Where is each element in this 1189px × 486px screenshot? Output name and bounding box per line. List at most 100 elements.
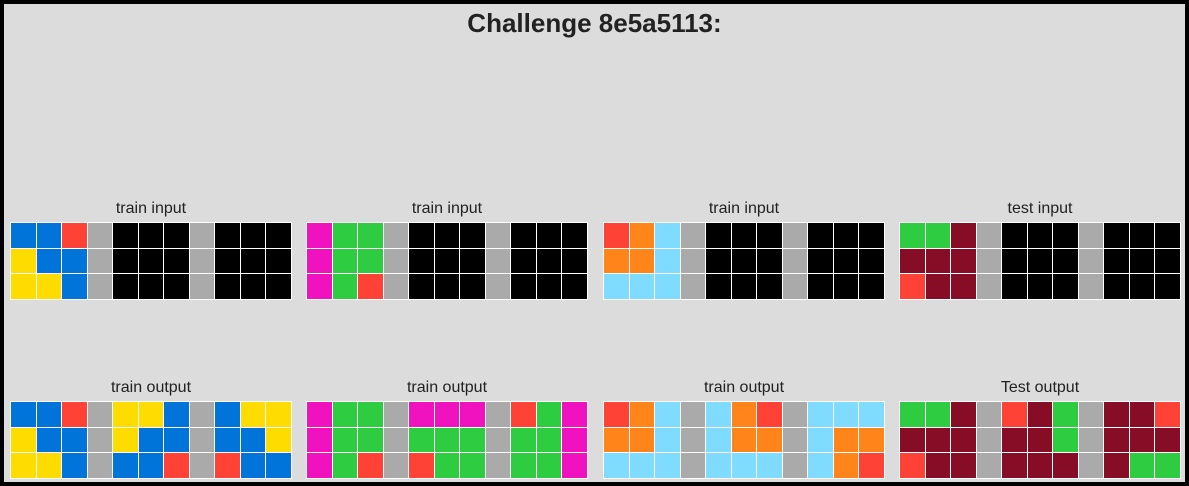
grid-cell — [332, 274, 358, 299]
grid-cell — [951, 453, 976, 478]
grid-cell — [358, 223, 383, 248]
grid-cell — [900, 274, 925, 299]
grid-cell — [266, 427, 291, 453]
input-grid — [899, 222, 1181, 300]
grid-cell — [1078, 402, 1104, 427]
grid-cell — [655, 453, 680, 478]
grid-cell — [925, 402, 951, 427]
grid-cell — [680, 427, 706, 453]
grid-cell — [604, 402, 629, 427]
grid-cell — [604, 427, 629, 453]
grid-cell — [307, 427, 332, 453]
input-grid — [10, 222, 292, 300]
grid-cell — [266, 223, 291, 248]
grid-cell — [511, 402, 536, 427]
grid-cell — [808, 248, 833, 274]
grid-cell — [358, 427, 383, 453]
test-input-panel: test input — [899, 199, 1181, 300]
grid-cell — [976, 453, 1002, 478]
input-grid — [306, 222, 588, 300]
grid-cell — [562, 248, 587, 274]
grid-cell — [562, 223, 587, 248]
grid-cell — [757, 402, 782, 427]
input-grid — [603, 222, 885, 300]
grid-cell — [1104, 402, 1129, 427]
output-grid — [306, 401, 588, 479]
grid-cell — [1027, 274, 1053, 299]
grid-cell — [62, 402, 87, 427]
grid-cell — [485, 402, 511, 427]
grid-cell — [900, 427, 925, 453]
grid-cell — [164, 223, 189, 248]
grid-cell — [1053, 223, 1078, 248]
grid-cell — [757, 248, 782, 274]
grid-cell — [757, 223, 782, 248]
grid-cell — [62, 248, 87, 274]
grid-cell — [383, 427, 409, 453]
grid-cell — [36, 427, 62, 453]
grid-cell — [113, 402, 138, 427]
grid-cell — [1053, 402, 1078, 427]
grid-cell — [307, 274, 332, 299]
grid-cell — [1129, 427, 1155, 453]
grid-cell — [215, 427, 240, 453]
grid-cell — [189, 453, 215, 478]
grid-cell — [1104, 453, 1129, 478]
grid-cell — [629, 427, 655, 453]
grid-cell — [87, 427, 113, 453]
grid-cell — [87, 274, 113, 299]
grid-cell — [757, 453, 782, 478]
grid-cell — [460, 223, 485, 248]
grid-cell — [1155, 402, 1180, 427]
grid-cell — [782, 427, 808, 453]
grid-cell — [629, 402, 655, 427]
grid-cell — [409, 453, 434, 478]
grid-cell — [62, 274, 87, 299]
train-output-panel-2: train output — [306, 378, 588, 479]
grid-cell — [11, 274, 36, 299]
grid-cell — [240, 248, 266, 274]
train-output-panel-1: train output — [10, 378, 292, 479]
grid-cell — [782, 248, 808, 274]
grid-cell — [604, 274, 629, 299]
grid-cell — [731, 402, 757, 427]
figure-title: Challenge 8e5a5113: — [467, 8, 722, 38]
grid-cell — [409, 427, 434, 453]
panel-label: train output — [703, 379, 785, 396]
grid-cell — [1027, 453, 1053, 478]
grid-cell — [1027, 402, 1053, 427]
grid-cell — [240, 274, 266, 299]
grid-cell — [383, 274, 409, 299]
grid-cell — [1104, 223, 1129, 248]
grid-cell — [36, 223, 62, 248]
grid-cell — [808, 274, 833, 299]
grid-cell — [189, 223, 215, 248]
grid-cell — [511, 427, 536, 453]
grid-cell — [460, 274, 485, 299]
grid-cell — [859, 223, 884, 248]
grid-cell — [409, 274, 434, 299]
grid-cell — [859, 427, 884, 453]
panel-label: train input — [411, 200, 483, 217]
grid-cell — [808, 453, 833, 478]
grid-cell — [757, 274, 782, 299]
panel-label: train output — [406, 379, 488, 396]
grid-cell — [782, 274, 808, 299]
grid-cell — [562, 402, 587, 427]
grid-cell — [215, 248, 240, 274]
grid-cell — [604, 248, 629, 274]
grid-cell — [87, 223, 113, 248]
grid-cell — [332, 223, 358, 248]
grid-cell — [138, 274, 164, 299]
grid-cell — [11, 223, 36, 248]
grid-cell — [976, 427, 1002, 453]
grid-cell — [808, 427, 833, 453]
grid-cell — [358, 402, 383, 427]
grid-cell — [706, 274, 731, 299]
test-output-panel: Test output — [899, 378, 1181, 479]
grid-cell — [1027, 223, 1053, 248]
grid-cell — [36, 274, 62, 299]
grid-cell — [1053, 427, 1078, 453]
grid-cell — [731, 427, 757, 453]
grid-cell — [511, 223, 536, 248]
